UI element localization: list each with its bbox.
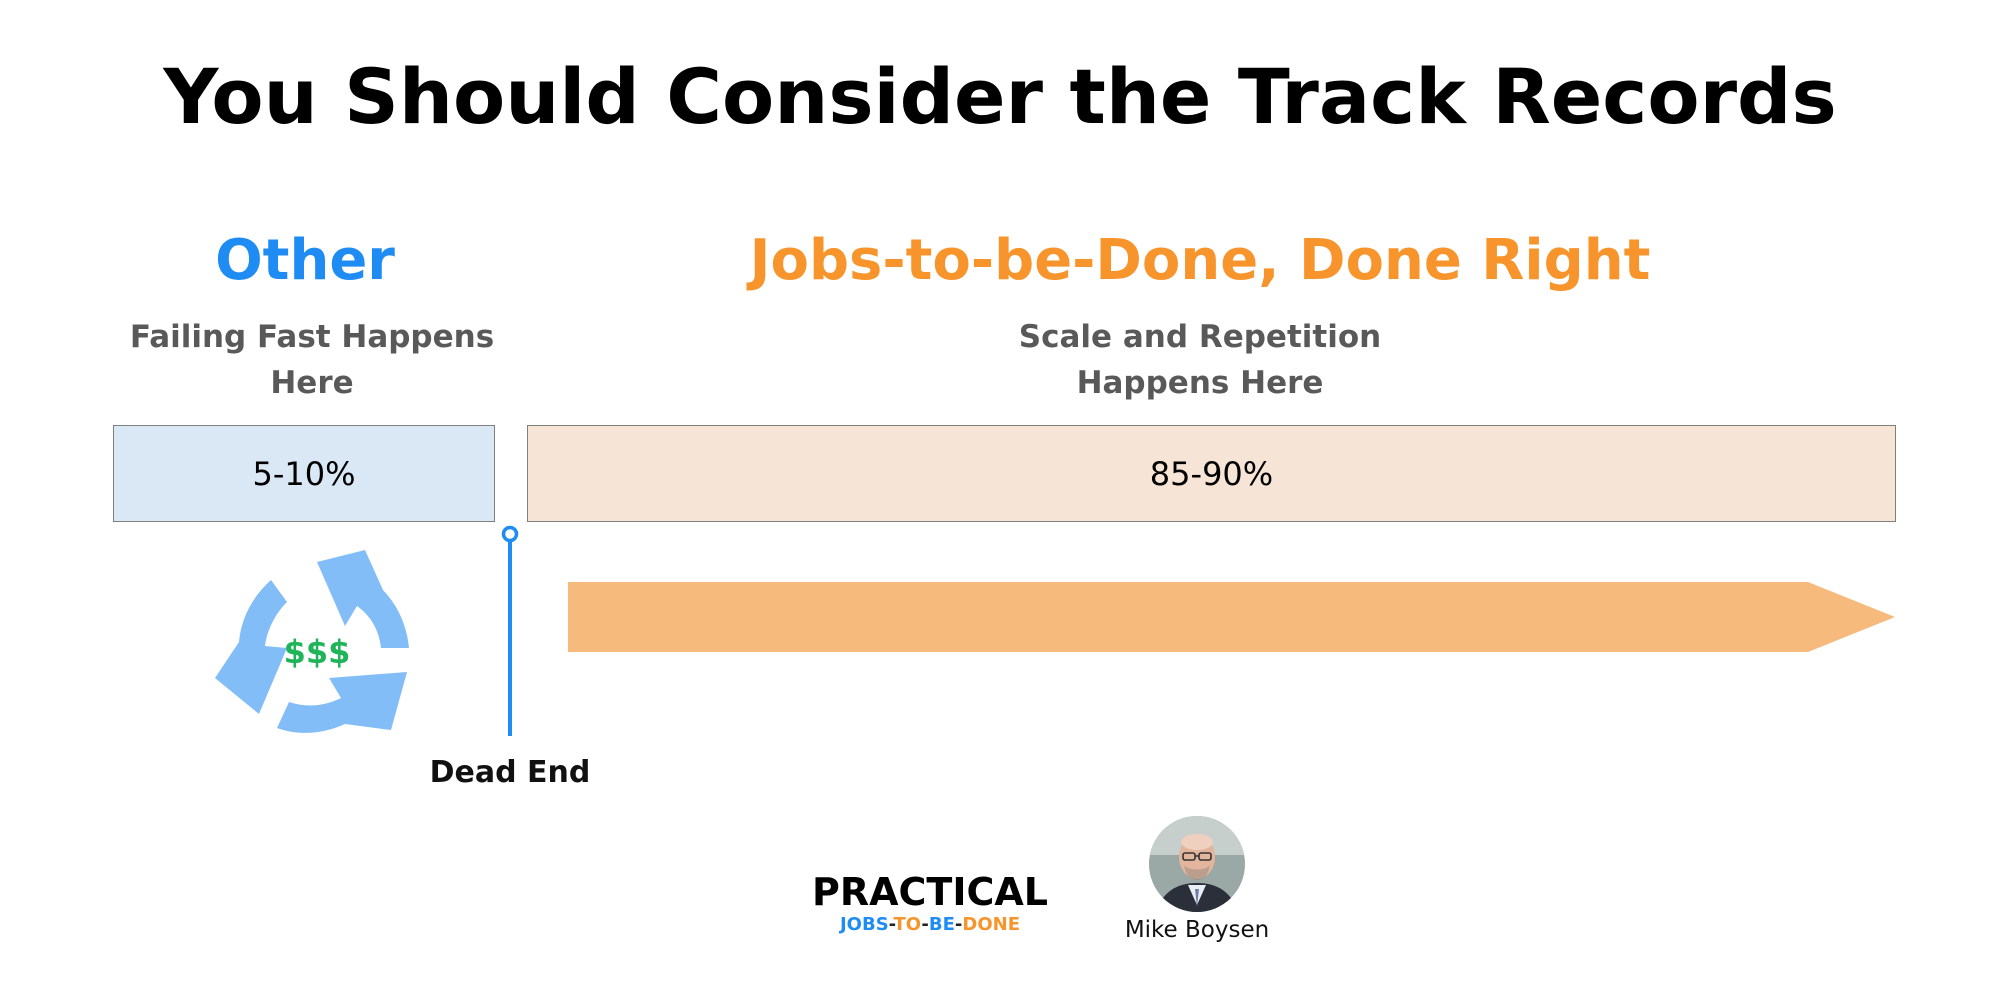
left-subtitle: Failing Fast Happens Here — [112, 314, 512, 406]
right-heading: Jobs-to-be-Done, Done Right — [749, 228, 1651, 293]
logo-main-text: PRACTICAL — [812, 870, 1048, 914]
left-subtitle-line2: Here — [270, 365, 354, 401]
dead-end-label: Dead End — [429, 755, 591, 790]
right-subtitle-line2: Happens Here — [1076, 365, 1324, 401]
cycle-arrow-bottom — [277, 672, 407, 733]
page-title: You Should Consider the Track Records — [163, 52, 1837, 141]
progress-arrow — [568, 582, 1895, 652]
left-heading: Other — [215, 228, 395, 293]
right-subtitle-line1: Scale and Repetition — [1018, 319, 1382, 355]
left-subtitle-line1: Failing Fast Happens — [129, 319, 495, 355]
dead-end-marker — [501, 525, 519, 736]
left-percentage-box: 5-10% — [113, 425, 495, 522]
cycle-arrow-left — [215, 580, 287, 714]
logo-sub-text: JOBS-TO-BE-DONE — [839, 914, 1021, 935]
left-percentage: 5-10% — [252, 454, 356, 493]
author-name: Mike Boysen — [1124, 917, 1270, 943]
right-subtitle: Scale and Repetition Happens Here — [900, 314, 1500, 406]
right-percentage-box: 85-90% — [527, 425, 1896, 522]
author-avatar — [1149, 816, 1245, 912]
right-percentage: 85-90% — [1149, 454, 1274, 493]
cycle-dollar-label: $$$ — [284, 633, 351, 671]
recycle-cycle-icon: $$$ — [215, 550, 409, 733]
practical-jtbd-logo: PRACTICAL JOBS-TO-BE-DONE — [800, 870, 1060, 940]
cycle-arrow-top — [317, 550, 409, 648]
